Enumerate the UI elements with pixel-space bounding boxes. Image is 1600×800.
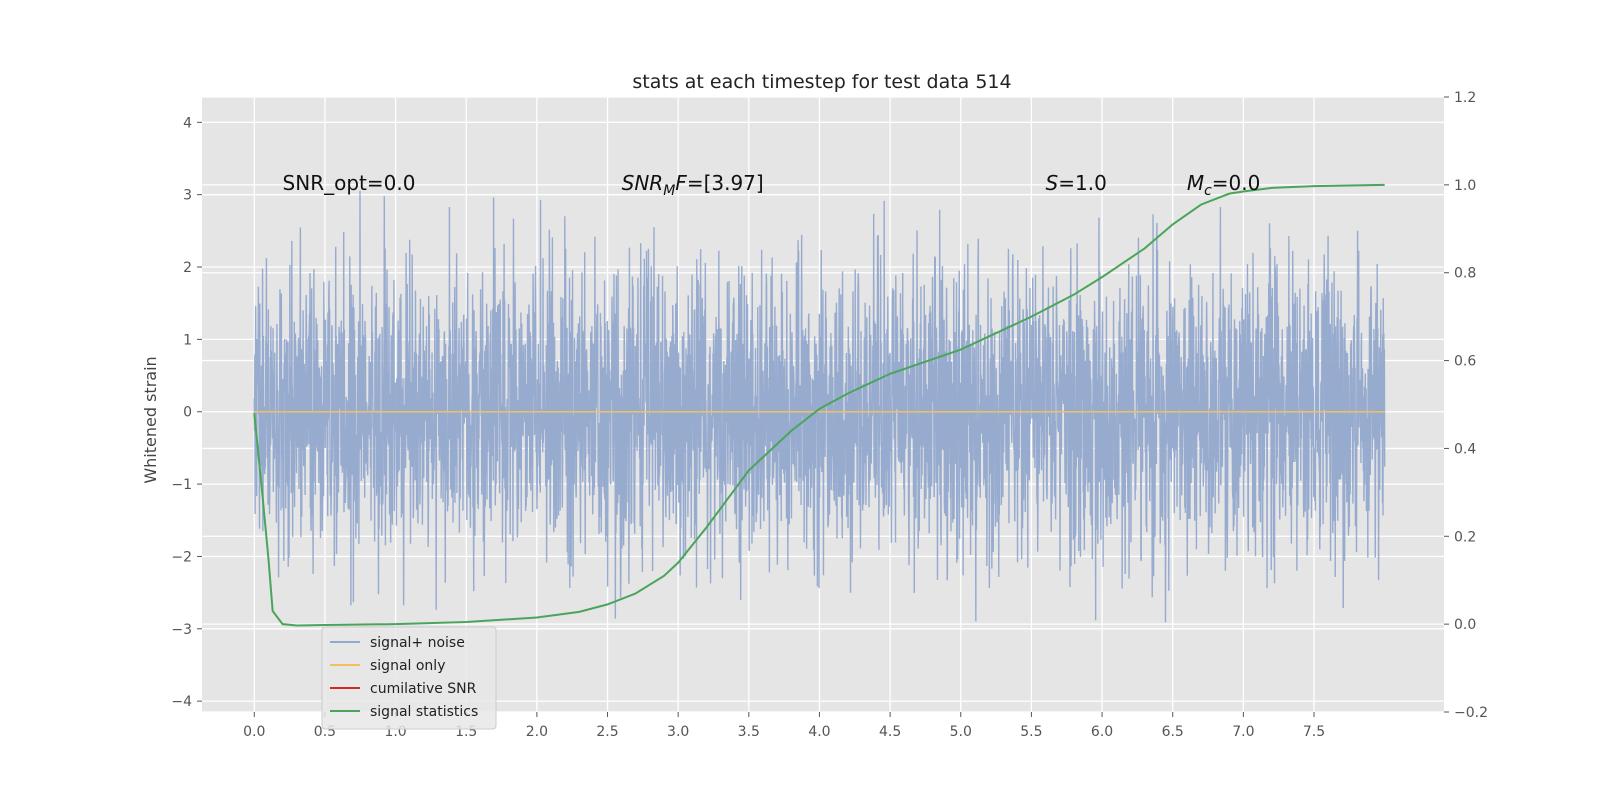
y2-tick-label: 1.2 bbox=[1454, 90, 1476, 106]
y-tick-label: −4 bbox=[171, 694, 192, 710]
x-tick-label: 4.0 bbox=[808, 724, 830, 740]
y2-tick-label: 0.2 bbox=[1454, 529, 1476, 545]
x-tick-label: 6.5 bbox=[1162, 724, 1184, 740]
y-axis-label: Whitened strain bbox=[141, 356, 160, 483]
annotations: SNR_opt=0.0 SNRMF=[3.97] S=1.0 Mc=0.0 bbox=[283, 171, 1261, 199]
annotation-text: SNRMF=[3.97] bbox=[622, 171, 764, 199]
y-tick-label: 4 bbox=[183, 115, 192, 131]
x-tick-label: 6.0 bbox=[1091, 724, 1113, 740]
series-lines bbox=[253, 183, 1385, 627]
axes: 0.0 0.5 1.0 1.5 2.0 2.5 3.0 3.5 4.0 4.5 5.0 5.5 6.0 6… bbox=[171, 90, 1488, 740]
legend-label: signal+ noise bbox=[370, 635, 465, 651]
y2-tick-label: 0.0 bbox=[1454, 617, 1476, 633]
legend-label: signal statistics bbox=[370, 704, 478, 720]
legend-box bbox=[321, 626, 497, 730]
legend-label: signal only bbox=[370, 658, 445, 674]
series-line-signal-statistics bbox=[253, 183, 1385, 627]
x-tick-label: 2.5 bbox=[596, 724, 618, 740]
y-tick-label: −1 bbox=[171, 477, 192, 493]
legend: signal+ noise signal only cumilative SNR si… bbox=[321, 626, 497, 730]
x-tick-label: 7.5 bbox=[1303, 724, 1325, 740]
x-tick-label: 7.0 bbox=[1232, 724, 1254, 740]
y-tick-label: 3 bbox=[183, 188, 192, 204]
legend-label: cumilative SNR bbox=[370, 681, 477, 697]
annotation-text: SNR_opt=0.0 bbox=[283, 171, 416, 195]
y2-tick-label: 1.0 bbox=[1454, 178, 1476, 194]
series-signal-plus-noise bbox=[253, 190, 1386, 623]
x-tick-label: 3.5 bbox=[738, 724, 760, 740]
y2-tick-label: −0.2 bbox=[1454, 705, 1488, 721]
y-tick-label: −3 bbox=[171, 622, 192, 638]
y2-tick-label: 0.6 bbox=[1454, 354, 1476, 370]
x-tick-label: 2.0 bbox=[526, 724, 548, 740]
y-tick-label: 2 bbox=[183, 260, 192, 276]
annotation-text: S=1.0 bbox=[1046, 171, 1107, 195]
x-tick-label: 4.5 bbox=[879, 724, 901, 740]
y2-tick-label: 0.4 bbox=[1454, 441, 1476, 457]
y2-tick-label: 0.8 bbox=[1454, 266, 1476, 282]
x-tick-label: 5.0 bbox=[950, 724, 972, 740]
annotation-text: Mc=0.0 bbox=[1187, 171, 1261, 199]
x-tick-label: 0.0 bbox=[243, 724, 265, 740]
y-tick-label: 0 bbox=[183, 405, 192, 421]
x-tick-label: 3.0 bbox=[667, 724, 689, 740]
x-tick-label: 5.5 bbox=[1020, 724, 1042, 740]
chart-title: stats at each timestep for test data 514 bbox=[632, 71, 1011, 93]
series-line-signal-plus-noise bbox=[253, 190, 1386, 623]
y-tick-label: 1 bbox=[183, 332, 192, 348]
y-tick-label: −2 bbox=[171, 549, 192, 565]
